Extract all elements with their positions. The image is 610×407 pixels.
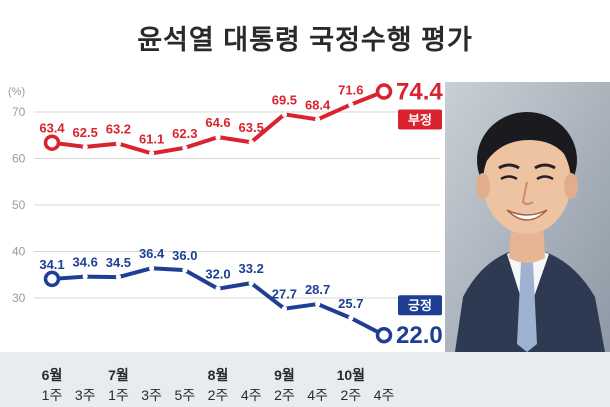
president-portrait-image	[445, 82, 610, 352]
x-week-label: 2주	[340, 387, 361, 403]
data-label: 62.5	[73, 125, 98, 140]
data-label: 71.6	[338, 83, 363, 98]
data-point	[315, 301, 321, 307]
x-week-label: 1주	[108, 387, 129, 403]
data-point	[348, 315, 354, 321]
y-tick-label: 50	[12, 198, 26, 212]
data-point	[182, 267, 188, 273]
data-label: 64.6	[205, 115, 230, 130]
x-axis-label-band	[0, 352, 610, 407]
data-label: 28.7	[305, 282, 330, 297]
x-week-label: 3주	[75, 387, 96, 403]
data-label-latest: 74.4	[396, 79, 443, 106]
data-point	[248, 280, 254, 286]
chart-title: 윤석열 대통령 국정수행 평가	[137, 25, 473, 55]
data-point	[182, 145, 188, 151]
y-tick-label: 60	[12, 152, 26, 166]
data-label: 63.4	[39, 121, 65, 136]
data-label: 63.2	[106, 122, 131, 137]
data-label: 36.4	[139, 246, 165, 261]
data-label: 34.6	[73, 255, 98, 270]
x-week-label: 3주	[141, 387, 162, 403]
series-name-badge	[398, 295, 442, 316]
data-label: 32.0	[205, 267, 230, 282]
x-month-label: 9월	[274, 367, 295, 383]
data-label: 25.7	[338, 296, 363, 311]
data-point-marker	[375, 83, 393, 100]
data-point	[149, 265, 155, 271]
x-month-label: 6월	[42, 367, 63, 383]
data-point	[215, 134, 221, 140]
data-point	[115, 274, 121, 280]
x-week-label: 2주	[274, 387, 295, 403]
data-label: 69.5	[272, 92, 297, 107]
data-point	[82, 274, 88, 280]
x-week-label: 2주	[208, 387, 229, 403]
data-point	[82, 144, 88, 150]
data-label: 62.3	[172, 126, 197, 141]
data-label: 36.0	[172, 248, 197, 263]
data-point	[215, 286, 221, 292]
data-point-marker	[43, 134, 61, 151]
x-week-label: 1주	[42, 387, 63, 403]
x-month-label: 10월	[337, 367, 365, 383]
data-label: 33.2	[239, 261, 264, 276]
data-label: 68.4	[305, 97, 331, 112]
y-tick-label: 40	[12, 245, 26, 259]
y-axis-unit: (%)	[8, 86, 26, 98]
data-label: 61.1	[139, 131, 164, 146]
data-label: 34.1	[39, 257, 64, 272]
y-tick-label: 70	[12, 105, 26, 119]
data-point	[115, 141, 121, 147]
y-tick-label: 30	[12, 291, 26, 305]
data-label-latest: 22.0	[396, 322, 443, 349]
plot-area	[0, 100, 440, 352]
data-point	[149, 150, 155, 156]
series-name-label: 긍정	[408, 298, 432, 313]
series-name-badge	[398, 109, 442, 130]
data-point-marker	[375, 326, 393, 344]
x-week-label: 5주	[174, 387, 195, 403]
x-month-label: 8월	[208, 367, 229, 383]
x-week-label: 4주	[307, 387, 328, 403]
data-point	[348, 101, 354, 108]
x-month-label: 7월	[108, 367, 129, 383]
x-week-label: 4주	[374, 387, 395, 403]
data-label: 27.7	[272, 287, 297, 302]
data-point	[248, 139, 254, 145]
x-week-label: 4주	[241, 387, 262, 403]
data-point	[315, 116, 321, 123]
data-label: 34.5	[106, 255, 131, 270]
data-point	[281, 111, 287, 117]
data-point-marker	[43, 270, 61, 288]
data-point	[281, 306, 287, 312]
data-label: 63.5	[239, 120, 264, 135]
series-name-label: 부정	[408, 113, 432, 128]
